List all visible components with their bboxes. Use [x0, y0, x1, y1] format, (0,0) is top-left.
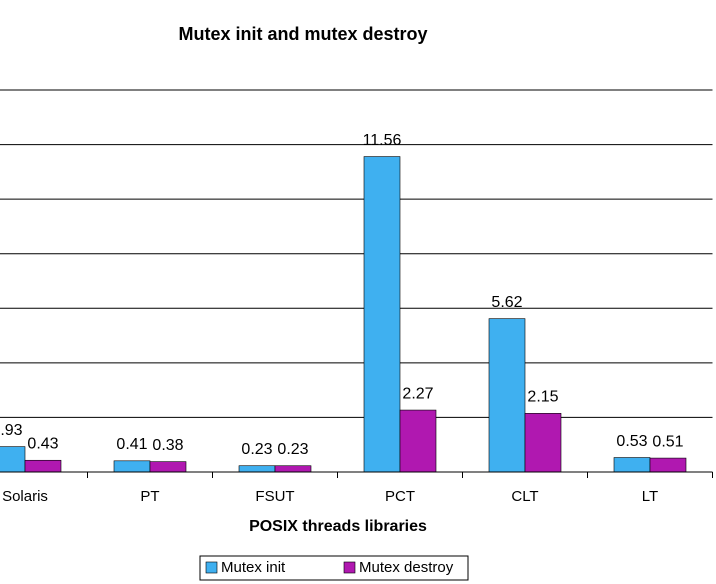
bar — [274, 465, 312, 473]
bar — [399, 409, 437, 473]
x-tick-label: LT — [642, 488, 658, 505]
bar — [524, 413, 562, 473]
bar — [113, 460, 151, 473]
x-tick-label: CLT — [511, 488, 538, 505]
value-label: 5.62 — [491, 294, 522, 311]
bar — [149, 461, 187, 473]
value-label: 0.43 — [27, 435, 58, 452]
bar — [649, 457, 687, 473]
bar — [0, 446, 26, 473]
legend-label: Mutex destroy — [359, 559, 454, 576]
bar — [24, 459, 62, 473]
value-label: 0.41 — [116, 436, 147, 453]
legend-swatch — [205, 561, 218, 574]
bar — [238, 465, 276, 473]
legend-label: Mutex init — [221, 559, 286, 576]
value-label: 2.15 — [527, 389, 558, 406]
value-label: 2.27 — [402, 385, 433, 402]
value-label: 0.38 — [152, 437, 183, 454]
x-tick-label: FSUT — [255, 488, 294, 505]
x-tick-label: PT — [140, 488, 159, 505]
x-axis-title: POSIX threads libraries — [249, 518, 427, 535]
value-label: 0.23 — [241, 441, 272, 458]
value-label: 11.56 — [363, 132, 402, 149]
bar — [613, 457, 651, 473]
value-label: 0.93 — [0, 422, 23, 439]
value-label: 0.53 — [616, 433, 647, 450]
value-label: 0.51 — [652, 433, 683, 450]
legend-box — [199, 555, 469, 581]
legend-swatch — [343, 561, 356, 574]
chart-title: Mutex init and mutex destroy — [178, 24, 427, 44]
bar — [488, 318, 526, 473]
x-tick-label: PCT — [385, 488, 415, 505]
x-tick-label: Solaris — [2, 488, 48, 505]
value-label: 0.23 — [277, 441, 308, 458]
bar — [363, 156, 401, 473]
